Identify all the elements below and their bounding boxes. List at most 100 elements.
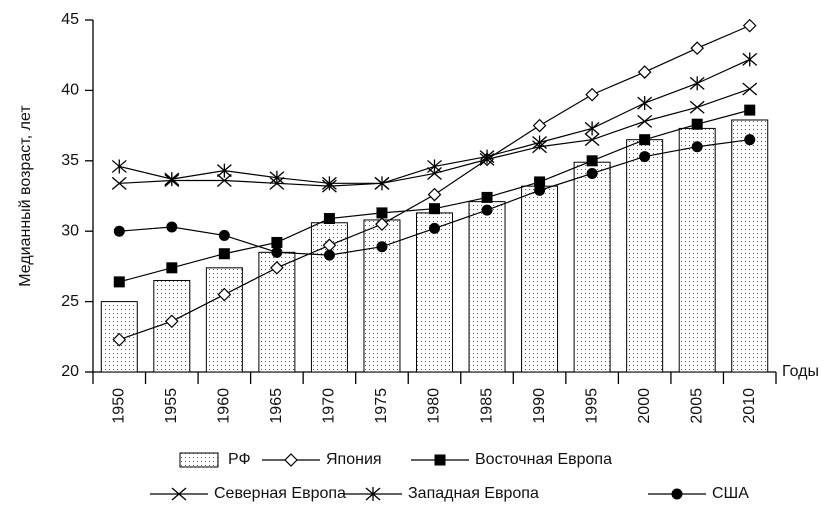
bar <box>468 201 506 373</box>
marker <box>690 41 705 56</box>
marker-part <box>166 221 178 233</box>
marker-part <box>532 118 547 133</box>
marker <box>637 65 652 79</box>
bar <box>626 139 664 373</box>
x-tick-label: 1975 <box>373 388 390 424</box>
marker-part <box>534 184 546 196</box>
y-tick-label: 35 <box>61 152 79 169</box>
marker-part <box>164 314 179 329</box>
marker <box>691 118 703 130</box>
marker <box>164 172 180 187</box>
y-tick-label: 20 <box>61 363 79 380</box>
marker <box>584 121 600 136</box>
x-tick-label: 1980 <box>426 388 443 424</box>
x-tick-label: 1985 <box>478 388 495 424</box>
marker-part <box>481 204 493 216</box>
marker-part <box>586 167 598 179</box>
marker <box>164 314 179 329</box>
marker-part <box>375 217 389 232</box>
bar <box>678 127 716 373</box>
legend-label: РФ <box>228 451 251 468</box>
marker-part <box>218 229 230 241</box>
marker-part <box>481 191 493 203</box>
bar <box>731 119 769 373</box>
marker-part <box>427 187 442 202</box>
marker <box>585 87 599 102</box>
marker-part <box>434 454 446 466</box>
marker-part <box>691 118 703 130</box>
marker-part <box>427 166 442 180</box>
marker <box>689 76 705 91</box>
marker <box>586 155 598 167</box>
marker <box>321 176 337 191</box>
marker <box>434 454 446 466</box>
marker-part <box>113 225 125 237</box>
x-tick-label: 1965 <box>268 388 285 424</box>
x-tick-label: 2005 <box>688 388 705 424</box>
marker <box>271 246 283 258</box>
marker-part <box>166 262 178 274</box>
marker <box>429 222 440 234</box>
marker-part <box>271 246 283 258</box>
marker-part <box>742 18 757 33</box>
bar <box>573 161 611 373</box>
marker-part <box>111 176 127 190</box>
marker-part <box>744 104 756 116</box>
marker-part <box>584 133 600 147</box>
legend-label: Западная Европа <box>408 485 539 502</box>
marker-part <box>689 100 705 114</box>
y-tick-label: 45 <box>61 11 79 28</box>
marker <box>375 217 389 232</box>
marker <box>171 487 187 501</box>
marker-part <box>323 249 335 261</box>
marker <box>744 104 756 116</box>
marker-part <box>585 87 599 102</box>
x-axis-label: Годы <box>782 363 819 380</box>
marker-part <box>637 65 652 79</box>
marker-part <box>323 213 335 225</box>
marker-part <box>639 151 651 163</box>
marker <box>637 96 653 111</box>
marker <box>365 487 381 501</box>
x-tick-label: 1960 <box>216 388 233 424</box>
y-tick-label: 40 <box>61 82 79 99</box>
marker-part <box>671 488 683 500</box>
marker <box>216 174 232 188</box>
y-axis-label: Медианный возраст, лет <box>17 105 34 287</box>
marker-part <box>270 260 284 275</box>
marker-part <box>690 41 705 56</box>
legend-label: США <box>712 485 749 502</box>
marker-part <box>217 287 232 302</box>
marker-part <box>637 114 653 128</box>
marker <box>111 176 127 190</box>
marker <box>427 166 442 180</box>
marker <box>284 453 298 467</box>
marker <box>481 204 493 216</box>
marker <box>113 276 125 288</box>
legend-swatch <box>179 452 219 468</box>
marker <box>586 167 598 179</box>
marker-part <box>586 155 598 167</box>
x-tick-label: 1990 <box>531 388 548 424</box>
marker <box>323 249 335 261</box>
legend-label: Япония <box>326 451 382 468</box>
marker <box>166 221 178 233</box>
marker-part <box>271 236 283 248</box>
marker-part <box>218 248 230 260</box>
marker <box>270 260 284 275</box>
marker <box>269 170 285 185</box>
marker <box>532 135 548 150</box>
marker <box>742 18 757 33</box>
x-tick-label: 1955 <box>163 388 180 424</box>
marker <box>534 176 546 188</box>
marker-part <box>376 241 388 253</box>
marker <box>427 187 442 202</box>
x-tick-label: 2000 <box>636 388 653 424</box>
y-tick-label: 30 <box>61 222 79 239</box>
legend-label: Восточная Европа <box>475 451 612 468</box>
marker-part <box>113 276 125 288</box>
marker <box>112 332 127 347</box>
legend-label: Северная Европа <box>214 485 346 502</box>
marker <box>113 225 125 237</box>
marker-part <box>742 82 758 96</box>
